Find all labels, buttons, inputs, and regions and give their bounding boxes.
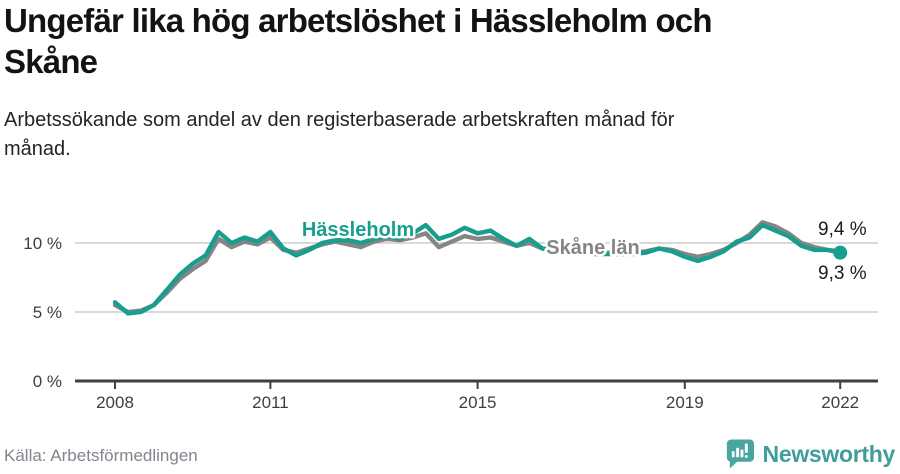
newsworthy-speech-bubble-bar-chart-icon bbox=[726, 439, 754, 469]
y-tick-label-0pct: 0 % bbox=[33, 372, 62, 391]
skane-lan-end-value-label: 9,4 % bbox=[818, 219, 867, 240]
mini-bar-chart-glyph bbox=[731, 443, 748, 458]
chart-title-line-1: Ungefär lika hög arbetslöshet i Hässleho… bbox=[4, 2, 713, 39]
chart-title-line-2: Skåne bbox=[4, 43, 98, 80]
x-tick-label-2015: 2015 bbox=[459, 393, 497, 412]
hassleholm-end-value-label: 9,3 % bbox=[818, 263, 867, 284]
y-tick-label-5pct: 5 % bbox=[33, 303, 62, 322]
source-note: Källa: Arbetsförmedlingen bbox=[4, 446, 198, 465]
x-tick-label-2011: 2011 bbox=[252, 393, 289, 412]
newsworthy-logo: Newsworthy bbox=[725, 438, 895, 470]
speech-bubble-shape bbox=[726, 439, 754, 469]
chart-title: Ungefär lika hög arbetslöshet i Hässleho… bbox=[4, 0, 896, 82]
chart-subtitle-line-2: månad. bbox=[4, 138, 71, 160]
x-tick-label-2019: 2019 bbox=[666, 393, 704, 412]
y-tick-label-10pct: 10 % bbox=[23, 234, 62, 253]
skane-lan-label: Skåne län bbox=[546, 236, 639, 259]
chart-subtitle: Arbetssökande som andel av den registerb… bbox=[4, 106, 864, 164]
x-tick-label-2022: 2022 bbox=[821, 393, 859, 412]
chart-subtitle-line-1: Arbetssökande som andel av den registerb… bbox=[4, 109, 675, 131]
newsworthy-wordmark: Newsworthy bbox=[762, 440, 896, 467]
hassleholm-line bbox=[112, 222, 843, 316]
hassleholm-end-dot bbox=[833, 245, 848, 260]
hassleholm-label: Hässleholm bbox=[302, 219, 414, 241]
x-tick-label-2008: 2008 bbox=[96, 393, 134, 412]
